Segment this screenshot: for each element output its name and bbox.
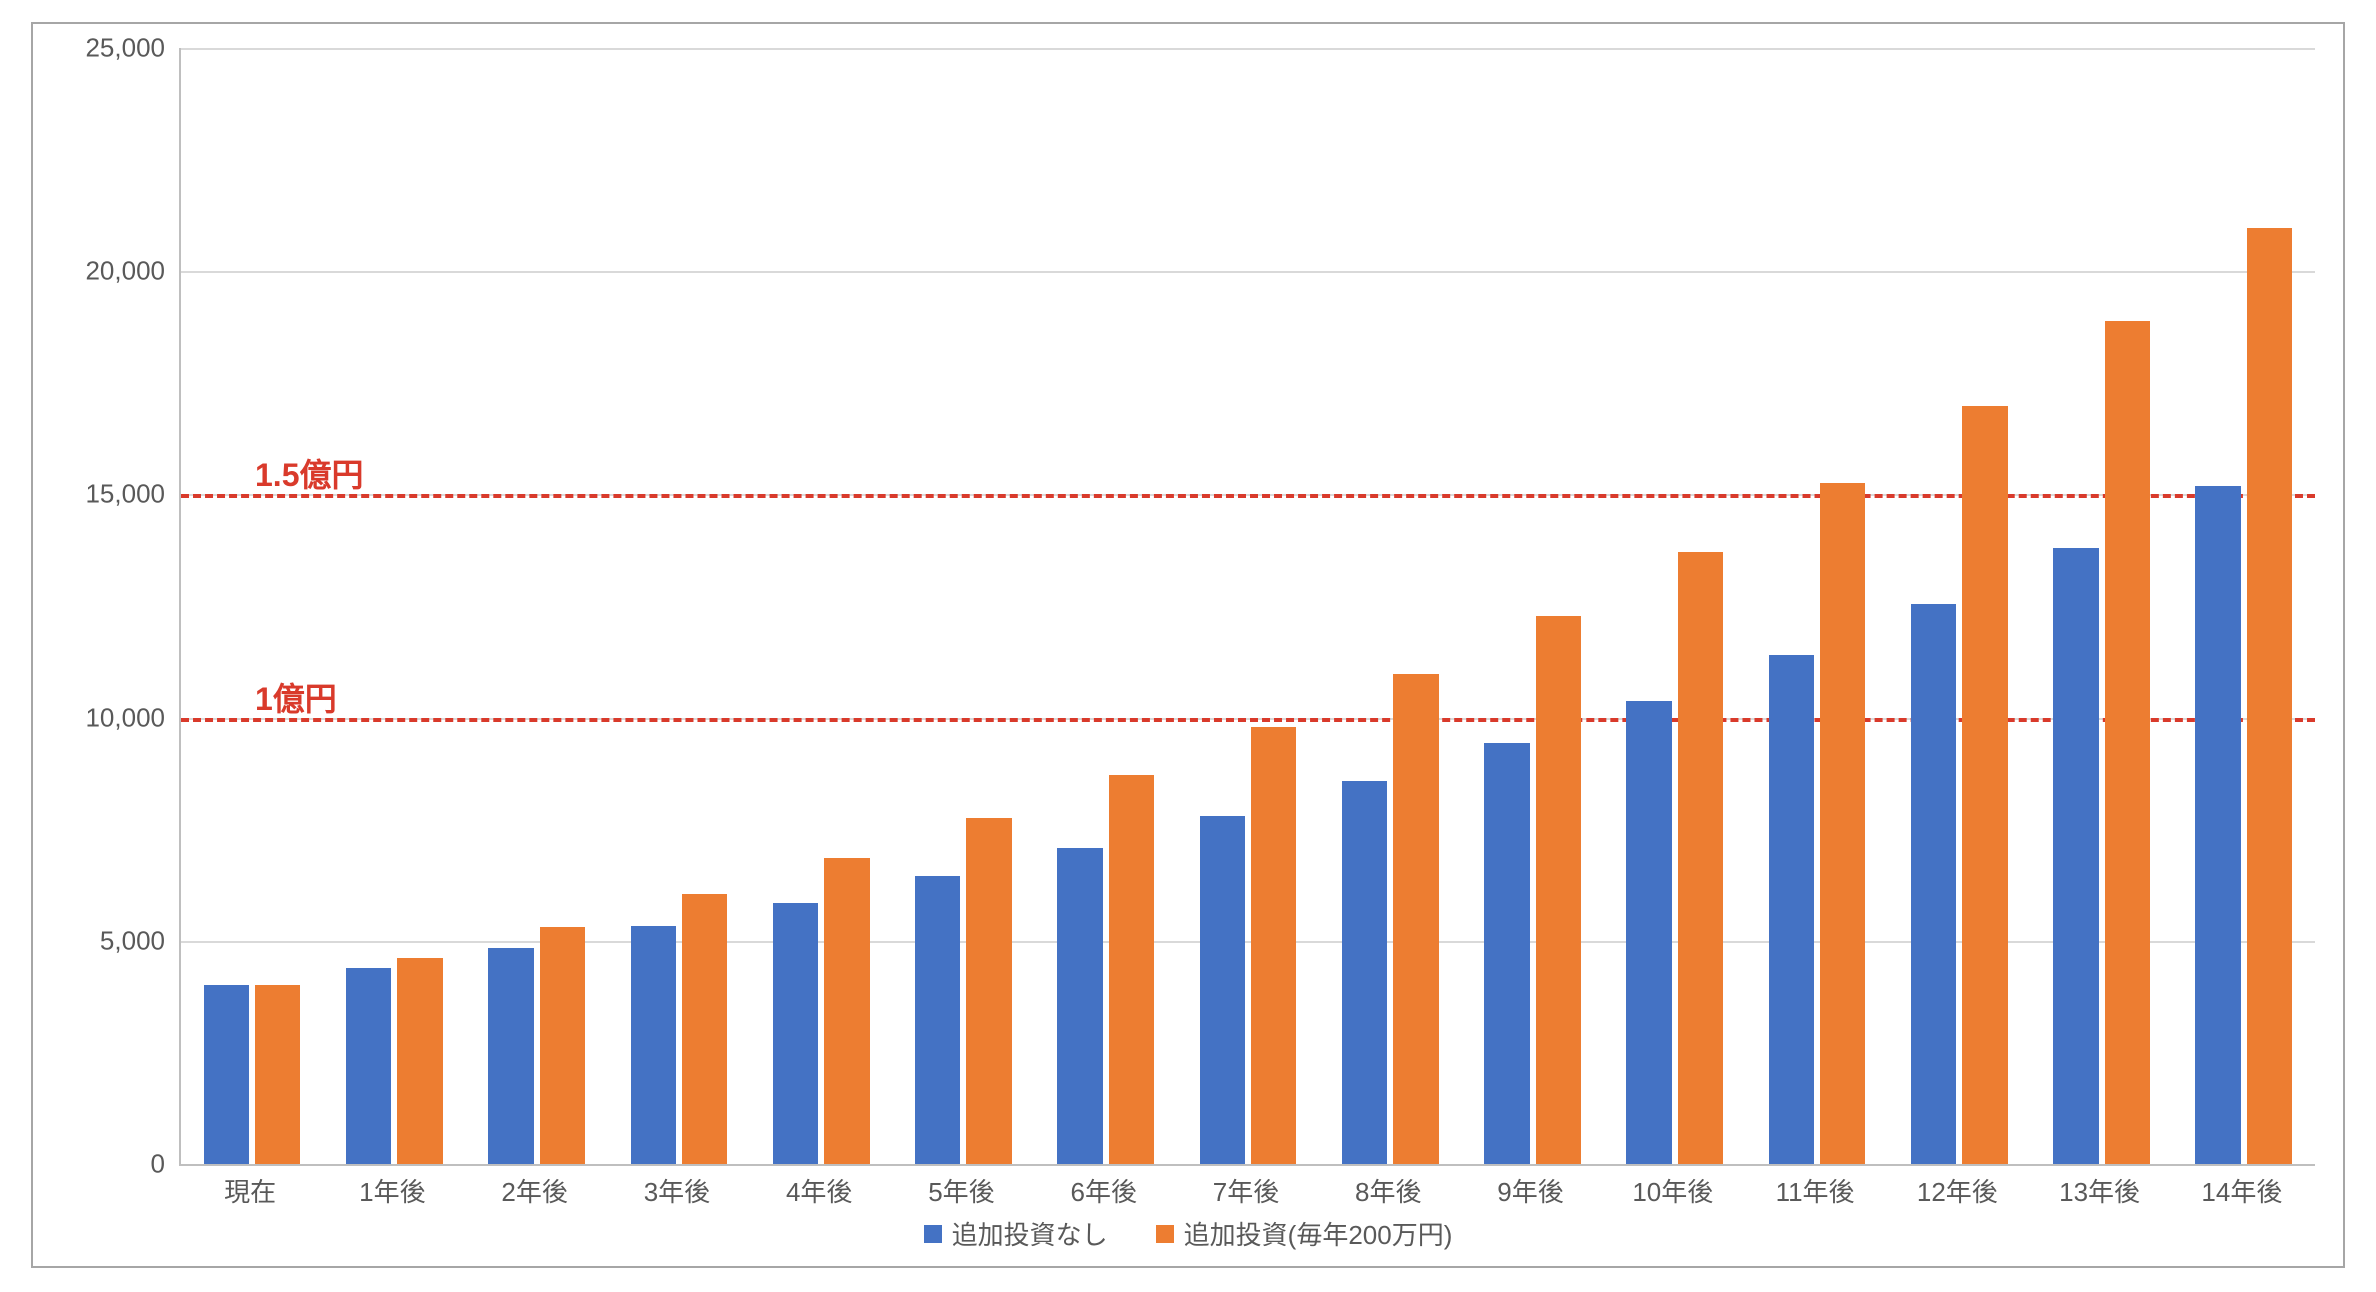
legend-swatch [924,1225,942,1243]
x-axis-label: 4年後 [786,1172,852,1209]
y-axis-label: 0 [151,1149,165,1180]
bar [346,968,391,1164]
legend-swatch [1156,1225,1174,1243]
bar [1393,674,1438,1164]
gridline [181,271,2315,273]
bar [915,876,960,1164]
y-axis-label: 20,000 [85,256,165,287]
bar [2053,548,2098,1164]
y-axis-label: 15,000 [85,479,165,510]
bar [773,903,818,1164]
x-axis-label: 6年後 [1070,1172,1136,1209]
bar [488,948,533,1164]
bar [966,818,1011,1164]
legend: 追加投資なし 追加投資(毎年200万円) [33,1215,2343,1252]
bar [682,894,727,1164]
x-axis-label: 7年後 [1213,1172,1279,1209]
x-axis-label: 8年後 [1355,1172,1421,1209]
legend-item: 追加投資(毎年200万円) [1156,1215,1453,1252]
bar [1678,552,1723,1164]
bar [1769,655,1814,1164]
legend-item: 追加投資なし [924,1215,1108,1252]
reference-line-label: 1.5億円 [255,450,364,496]
bar [1342,781,1387,1164]
bar [204,985,249,1164]
bar [1109,775,1154,1164]
bar [1200,816,1245,1164]
bar [1911,604,1956,1164]
y-axis-label: 25,000 [85,33,165,64]
bar [824,858,869,1164]
bar [2195,486,2240,1164]
x-axis-label: 10年後 [1632,1172,1713,1209]
bar [1536,616,1581,1164]
bar [1251,727,1296,1164]
legend-label: 追加投資(毎年200万円) [1184,1215,1453,1252]
bar [540,927,585,1164]
chart-container: 1億円1.5億円 05,00010,00015,00020,00025,000 … [31,22,2345,1268]
x-axis-label: 11年後 [1776,1172,1855,1209]
reference-line-label: 1億円 [255,674,337,720]
bar [631,926,676,1164]
bar [1820,483,1865,1164]
x-axis-label: 14年後 [2201,1172,2282,1209]
gridline [181,48,2315,50]
legend-label: 追加投資なし [952,1215,1108,1252]
x-axis-label: 3年後 [644,1172,710,1209]
bar [1962,406,2007,1164]
bar [2247,228,2292,1164]
y-axis-label: 5,000 [100,925,165,956]
plot-area: 1億円 1.5億円 [179,48,2315,1166]
bar [1626,701,1671,1164]
x-axis-label: 現在 [224,1172,276,1209]
x-axis-label: 13年後 [2059,1172,2140,1209]
x-axis-label: 12年後 [1917,1172,1998,1209]
bar [2105,321,2150,1164]
bar [255,985,300,1164]
bar [1057,848,1102,1164]
bar [397,958,442,1164]
y-axis-label: 10,000 [85,702,165,733]
bar [1484,743,1529,1164]
x-axis-label: 1年後 [359,1172,425,1209]
x-axis-label: 9年後 [1497,1172,1563,1209]
x-axis-label: 2年後 [501,1172,567,1209]
x-axis-label: 5年後 [928,1172,994,1209]
